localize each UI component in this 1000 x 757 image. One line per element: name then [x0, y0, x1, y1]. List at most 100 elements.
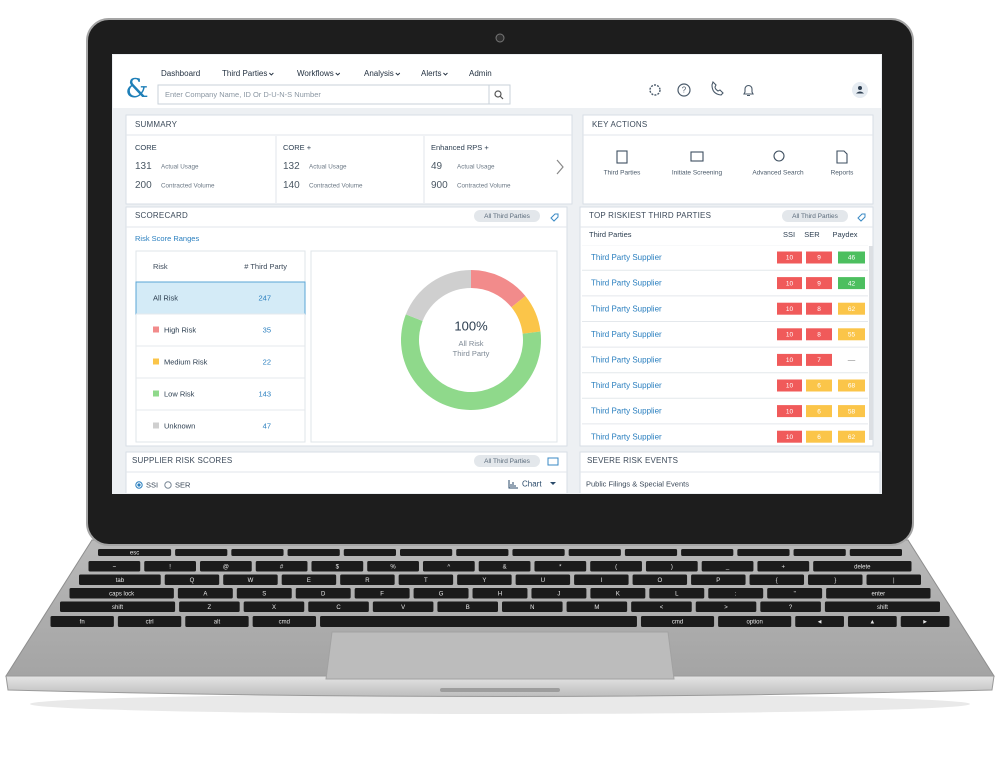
key[interactable] [566, 601, 628, 613]
key[interactable] [185, 616, 249, 627]
supplier-name[interactable]: Third Party Supplier [591, 381, 662, 390]
key[interactable] [824, 601, 940, 613]
chart-icon[interactable] [508, 480, 518, 489]
key[interactable] [701, 561, 754, 572]
radio[interactable] [164, 481, 172, 489]
key[interactable] [340, 574, 395, 586]
filter-pill[interactable] [474, 210, 540, 222]
key[interactable] [400, 549, 453, 556]
key[interactable] [236, 588, 292, 599]
key[interactable] [749, 574, 805, 586]
donut-segment[interactable] [511, 295, 541, 334]
filter-label[interactable]: All Third Parties [792, 213, 839, 220]
key-action-label[interactable]: Initiate Screening [672, 170, 723, 177]
supplier-name[interactable]: Third Party Supplier [591, 253, 662, 262]
radio[interactable] [135, 481, 143, 489]
risk-label[interactable]: Unknown [164, 421, 195, 430]
key[interactable] [718, 616, 792, 627]
key[interactable] [179, 601, 240, 613]
key[interactable] [502, 601, 563, 613]
nav-item[interactable]: Third Parties [222, 69, 267, 78]
key[interactable] [681, 549, 734, 556]
search-icon[interactable] [494, 90, 502, 98]
key[interactable] [79, 574, 161, 586]
key[interactable] [624, 549, 678, 556]
key[interactable] [354, 588, 410, 599]
key[interactable] [849, 549, 902, 556]
key-action-label[interactable]: Advanced Search [752, 170, 804, 177]
donut-segment[interactable] [405, 270, 471, 321]
view-toggle[interactable]: Chart [522, 480, 542, 489]
next-arrow[interactable] [556, 159, 564, 175]
key[interactable] [255, 561, 308, 572]
key[interactable] [60, 601, 176, 613]
risk-count[interactable]: 247 [258, 293, 271, 302]
key[interactable] [472, 588, 528, 599]
key[interactable] [478, 561, 531, 572]
nav-item[interactable]: Analysis [364, 69, 394, 78]
advanced-search-icon[interactable] [773, 150, 785, 162]
supplier-name[interactable]: Third Party Supplier [591, 330, 662, 339]
screening-icon[interactable] [690, 151, 704, 162]
key[interactable] [281, 574, 337, 586]
phone-icon[interactable] [711, 80, 724, 96]
key-action-label[interactable]: Reports [831, 170, 855, 177]
key[interactable] [98, 549, 172, 556]
key[interactable] [574, 574, 629, 586]
key[interactable] [69, 588, 174, 599]
export-icon[interactable] [547, 457, 559, 466]
nav-item[interactable]: Dashboard [161, 69, 200, 78]
filter-pill[interactable] [474, 455, 540, 467]
donut-segment[interactable] [471, 270, 526, 308]
bell-icon[interactable] [743, 84, 754, 97]
key[interactable] [691, 574, 746, 586]
key[interactable] [793, 549, 846, 556]
risk-label[interactable]: Low Risk [164, 389, 195, 398]
help-icon[interactable] [677, 83, 691, 97]
key[interactable] [649, 588, 705, 599]
risk-count[interactable]: 47 [263, 421, 271, 430]
key[interactable] [590, 561, 642, 572]
key[interactable] [243, 601, 305, 613]
logo[interactable]: & [125, 74, 148, 104]
nav-item[interactable]: Alerts [421, 69, 441, 78]
scrollbar[interactable] [869, 246, 873, 440]
key[interactable] [223, 574, 278, 586]
key[interactable] [900, 616, 950, 627]
key[interactable] [645, 561, 698, 572]
key[interactable] [631, 601, 692, 613]
settings-icon[interactable] [649, 84, 661, 96]
key[interactable] [231, 549, 284, 556]
key[interactable] [422, 561, 475, 572]
key[interactable] [847, 616, 897, 627]
reports-icon[interactable] [836, 150, 848, 164]
key[interactable] [164, 574, 220, 586]
key[interactable] [437, 601, 498, 613]
filter-label[interactable]: All Third Parties [484, 213, 531, 220]
key[interactable] [175, 549, 228, 556]
key[interactable] [457, 574, 512, 586]
key[interactable] [367, 561, 419, 572]
filter-pill[interactable] [782, 210, 848, 222]
key[interactable] [413, 588, 469, 599]
key[interactable] [287, 549, 340, 556]
key[interactable] [760, 601, 821, 613]
supplier-name[interactable]: Third Party Supplier [591, 407, 662, 416]
risk-label[interactable]: Medium Risk [164, 357, 208, 366]
key[interactable] [50, 616, 114, 627]
key[interactable] [632, 574, 688, 586]
risk-label[interactable]: High Risk [164, 325, 196, 334]
key[interactable] [737, 549, 790, 556]
risk-count[interactable]: 143 [258, 389, 271, 398]
risk-count[interactable]: 35 [263, 325, 271, 334]
filter-label[interactable]: All Third Parties [484, 458, 531, 465]
key[interactable] [813, 561, 912, 572]
tag-icon[interactable] [857, 213, 866, 222]
key[interactable] [695, 601, 757, 613]
search-box[interactable] [157, 84, 511, 105]
radio-label[interactable]: SER [175, 480, 191, 489]
key[interactable] [199, 561, 252, 572]
key[interactable] [590, 588, 646, 599]
key[interactable] [866, 574, 921, 586]
key[interactable] [795, 616, 844, 627]
